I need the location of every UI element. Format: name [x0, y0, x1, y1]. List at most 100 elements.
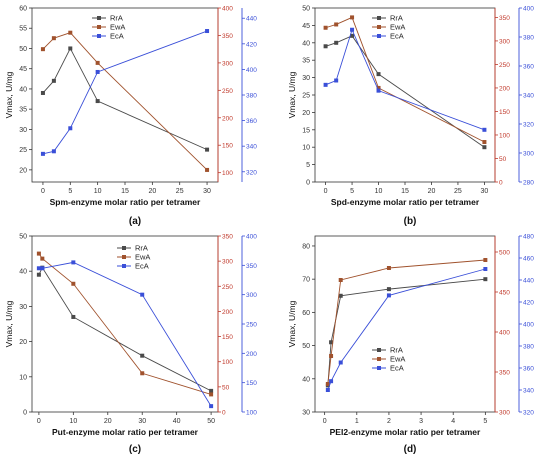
legend-marker [122, 246, 126, 250]
legend-label-eca: EcA [135, 262, 149, 271]
y3-tick-label: 300 [523, 151, 534, 158]
legend-label-rra: RrA [135, 244, 148, 253]
data-point-eca [350, 27, 355, 32]
data-point-eca [483, 267, 488, 271]
y-tick-label: 70 [302, 277, 310, 284]
y3-tick-label: 280 [523, 180, 534, 187]
y-tick-label: 20 [302, 110, 310, 117]
data-point-ewa [40, 256, 45, 261]
y-tick-label: 50 [302, 6, 310, 13]
panel-label: (b) [404, 216, 417, 227]
y3-tick-label: 340 [523, 93, 534, 100]
plot-frame [314, 235, 496, 413]
data-point-eca [338, 360, 343, 365]
legend-marker [377, 25, 381, 29]
data-point-eca [325, 388, 330, 392]
x-tick-label: 1 [355, 418, 359, 425]
y3-tick-label: 360 [246, 118, 257, 125]
y2-tick-label: 50 [499, 156, 507, 163]
x-tick-label: 4 [451, 418, 455, 425]
y3-tick-label: 400 [523, 6, 534, 13]
y2-tick-label: 300 [499, 38, 510, 45]
data-point-ewa [323, 25, 328, 30]
y-tick-label: 0 [306, 180, 310, 187]
y-tick-label: 20 [19, 339, 27, 346]
legend-label-eca: EcA [110, 32, 124, 41]
chart-panel-4: 0 1 2 3 4 5 30 40 50 60 70 80 300 350 400 450 500 320 340 3… [287, 234, 534, 456]
data-point-rra [334, 40, 339, 45]
legend-marker [377, 366, 381, 370]
data-point-ewa [68, 30, 73, 35]
y2-tick-label: 250 [222, 88, 233, 95]
y-tick-label: 45 [302, 23, 310, 30]
data-point-ewa [209, 392, 214, 397]
data-point-eca [209, 404, 214, 409]
legend-marker [97, 16, 101, 20]
chart-panel-2: 0 5 10 15 20 25 300510152025303540455005010015… [287, 6, 534, 228]
data-point-eca [36, 266, 41, 271]
y3-tick-label: 200 [246, 351, 257, 358]
y3-tick-label: 400 [246, 234, 257, 241]
data-point-eca [71, 260, 76, 265]
y-axis-label: Vmax, U/mg [4, 71, 14, 118]
legend-label-ewa: EwA [390, 23, 405, 32]
y3-tick-label: 380 [523, 344, 534, 351]
y3-tick-label: 440 [246, 16, 257, 23]
data-point-eca [482, 127, 487, 132]
x-axis-label: Spd-enzyme molar ratio per tetramer [331, 197, 480, 207]
plot-frame [31, 7, 219, 183]
x-tick-label: 15 [401, 188, 409, 195]
y2-tick-label: 350 [499, 370, 510, 377]
y2-tick-label: 400 [222, 6, 233, 13]
x-tick-label: 0 [41, 188, 45, 195]
series-line-rra [42, 47, 208, 151]
chart-panel-1: 0 5 10 15 20 25 30 20 25 30 35 40 45 50 55 60 100 150 200 2… [4, 6, 257, 228]
x-tick-label: 0 [324, 188, 328, 195]
y2-tick-label: 400 [499, 330, 510, 337]
y2-tick-label: 100 [222, 359, 233, 366]
y3-tick-label: 340 [246, 144, 257, 151]
y3-tick-label: 360 [523, 366, 534, 373]
y-tick-label: 10 [302, 145, 310, 152]
y-tick-label: 0 [23, 410, 27, 417]
chart-panel-3: 0 10 20 30 40 50 0 10 20 30 40 50 0 50 100 150 200 250 300… [4, 234, 257, 456]
y3-tick-label: 150 [246, 380, 257, 387]
y2-tick-label: 0 [222, 410, 226, 417]
data-point-ewa [334, 22, 339, 27]
data-point-ewa [51, 36, 56, 41]
data-point-eca [334, 78, 339, 83]
x-tick-label: 20 [148, 188, 156, 195]
data-point-rra [386, 287, 391, 292]
legend-marker [377, 348, 381, 352]
y-tick-label: 15 [302, 127, 310, 134]
y3-tick-label: 460 [523, 256, 534, 263]
y2-tick-label: 150 [222, 334, 233, 341]
data-point-ewa [140, 371, 145, 376]
data-point-ewa [71, 281, 76, 286]
y-tick-label: 55 [19, 26, 27, 33]
series-line-eca [38, 261, 212, 407]
data-point-rra [329, 340, 334, 345]
data-point-eca [95, 69, 100, 74]
series-line-eca [42, 30, 208, 155]
y3-tick-label: 380 [523, 35, 534, 42]
y-tick-label: 50 [302, 343, 310, 350]
series-line-eca [325, 28, 485, 131]
x-tick-label: 10 [69, 418, 77, 425]
data-point-ewa [386, 266, 391, 270]
y-axis-label: Vmax, U/mg [287, 300, 297, 347]
series-line-ewa [325, 16, 485, 143]
legend-label-eca: EcA [390, 364, 404, 373]
x-axis-label: PEI2-enzyme molar ratio per tetramer [330, 427, 481, 437]
data-point-eca [386, 293, 391, 298]
x-tick-label: 5 [483, 418, 487, 425]
y2-tick-label: 350 [499, 15, 510, 22]
y3-tick-label: 320 [523, 122, 534, 129]
series-line-rra [325, 35, 485, 148]
y3-tick-label: 480 [523, 234, 534, 241]
legend-marker [377, 34, 381, 38]
x-tick-label: 30 [203, 188, 211, 195]
data-point-ewa [482, 140, 487, 145]
y3-tick-label: 400 [523, 322, 534, 329]
